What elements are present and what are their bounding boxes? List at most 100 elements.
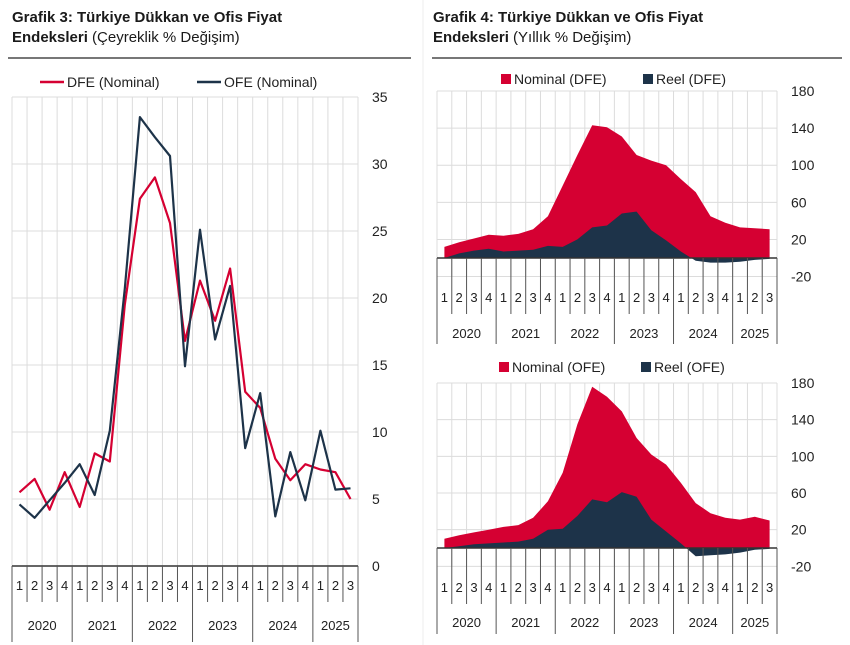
chart4-dfe-quarter-label: 4 xyxy=(722,290,729,305)
chart4-ofe-quarter-label: 4 xyxy=(485,580,492,595)
chart4-dfe-quarter-label: 3 xyxy=(648,290,655,305)
chart4-ofe-legend-swatch xyxy=(641,362,651,372)
chart3-subtitle: (Çeyreklik % Değişim) xyxy=(92,29,240,46)
chart4-ofe-quarter-label: 3 xyxy=(766,580,773,595)
chart4-ofe-quarter-label: 1 xyxy=(618,580,625,595)
chart4-ofe-quarter-label: 1 xyxy=(736,580,743,595)
chart3-quarter-label: 2 xyxy=(151,578,158,593)
chart4-dfe-quarter-label: 1 xyxy=(500,290,507,305)
chart3-quarter-label: 1 xyxy=(317,578,324,593)
chart3-quarter-label: 1 xyxy=(136,578,143,593)
chart4-dfe-ytick-label: 60 xyxy=(791,194,807,210)
chart4-ofe-area-reel xyxy=(444,492,770,557)
chart3-ytick-label: 10 xyxy=(372,424,388,440)
chart4-dfe-quarter-label: 3 xyxy=(470,290,477,305)
chart4-ofe-quarter-label: 2 xyxy=(692,580,699,595)
chart4-dfe-year-label: 2021 xyxy=(511,326,540,341)
chart3-quarter-label: 1 xyxy=(196,578,203,593)
chart3-ytick-label: 35 xyxy=(372,89,388,105)
chart3-quarter-label: 4 xyxy=(302,578,309,593)
chart4-dfe-ytick-label: 20 xyxy=(791,231,807,247)
chart4-dfe-legend-label: Nominal (DFE) xyxy=(514,71,607,87)
chart4-dfe-quarter-label: 4 xyxy=(663,290,670,305)
chart4-ofe-quarter-label: 3 xyxy=(470,580,477,595)
chart3-ytick-label: 30 xyxy=(372,156,388,172)
chart4-dfe-legend-swatch xyxy=(501,74,511,84)
chart3-quarter-label: 2 xyxy=(272,578,279,593)
chart4-dfe-quarter-label: 1 xyxy=(677,290,684,305)
chart3-title: Grafik 3: Türkiye Dükkan ve Ofis Fiyat E… xyxy=(12,8,282,48)
chart3-quarter-label: 2 xyxy=(91,578,98,593)
chart4-dfe-ytick-label: 180 xyxy=(791,83,815,99)
chart4-ofe-quarter-label: 3 xyxy=(589,580,596,595)
chart4-ofe-ytick-label: -20 xyxy=(791,558,811,574)
chart4-dfe-quarter-label: 2 xyxy=(751,290,758,305)
chart4-dfe-quarter-label: 4 xyxy=(485,290,492,305)
chart4-title-line1: Grafik 4: Türkiye Dükkan ve Ofis Fiyat xyxy=(433,9,704,26)
chart3-quarter-label: 2 xyxy=(31,578,38,593)
chart3-quarter-label: 3 xyxy=(106,578,113,593)
chart3-quarter-label: 2 xyxy=(332,578,339,593)
chart4-ofe-year-label: 2020 xyxy=(452,615,481,630)
chart4-ofe-ytick-label: 100 xyxy=(791,448,815,464)
chart4-ofe-quarter-label: 3 xyxy=(707,580,714,595)
chart4-dfe-year-label: 2020 xyxy=(452,326,481,341)
chart4-subtitle: (Yıllık % Değişim) xyxy=(513,29,632,46)
chart4-ofe-legend-label: Reel (OFE) xyxy=(654,359,725,375)
chart4-dfe-year-label: 2024 xyxy=(689,326,718,341)
chart4-dfe-quarter-label: 1 xyxy=(618,290,625,305)
chart4-dfe-legend-swatch xyxy=(643,74,653,84)
chart3-title-rule xyxy=(8,57,411,59)
chart4-dfe-year-label: 2023 xyxy=(629,326,658,341)
chart3-year-label: 2020 xyxy=(28,618,57,633)
chart4-dfe-area-nominal xyxy=(444,125,770,258)
chart4-dfe-legend-label: Reel (DFE) xyxy=(656,71,726,87)
chart3-title-bold: Endeksleri xyxy=(12,29,88,46)
chart3-ytick-label: 20 xyxy=(372,290,388,306)
chart3-quarter-label: 1 xyxy=(257,578,264,593)
chart3-quarter-label: 1 xyxy=(16,578,23,593)
chart3-title-line1: Grafik 3: Türkiye Dükkan ve Ofis Fiyat xyxy=(12,9,283,26)
chart4-ofe-quarter-label: 3 xyxy=(648,580,655,595)
chart4-ofe-quarter-label: 4 xyxy=(544,580,551,595)
chart4-ofe-ytick-label: 60 xyxy=(791,485,807,501)
chart4-ofe-area-nominal xyxy=(444,386,770,548)
chart3-ytick-label: 5 xyxy=(372,491,380,507)
chart4-dfe-quarter-label: 3 xyxy=(766,290,773,305)
chart4-ofe-quarter-label: 4 xyxy=(663,580,670,595)
chart4-dfe-year-label: 2022 xyxy=(570,326,599,341)
chart4-dfe-ytick-label: -20 xyxy=(791,269,811,285)
chart4-ofe-legend-swatch xyxy=(499,362,509,372)
chart4-ofe-quarter-label: 1 xyxy=(677,580,684,595)
chart3-quarter-label: 2 xyxy=(211,578,218,593)
chart3-year-label: 2021 xyxy=(88,618,117,633)
chart4-dfe-area-reel xyxy=(444,211,770,263)
chart3-series-ofe-line xyxy=(18,115,351,519)
chart4-ofe-year-label: 2022 xyxy=(570,615,599,630)
chart4-ofe-ytick-label: 180 xyxy=(791,375,815,391)
chart4-dfe-quarter-label: 2 xyxy=(456,290,463,305)
chart4-ofe-year-label: 2023 xyxy=(629,615,658,630)
chart4-dfe-quarter-label: 3 xyxy=(529,290,536,305)
chart4-dfe-quarter-label: 1 xyxy=(441,290,448,305)
chart4-ofe-quarter-label: 1 xyxy=(500,580,507,595)
chart3-quarter-label: 4 xyxy=(121,578,128,593)
chart4-ofe-legend-label: Nominal (OFE) xyxy=(512,359,605,375)
chart3-quarter-label: 3 xyxy=(166,578,173,593)
chart3-quarter-label: 4 xyxy=(181,578,188,593)
chart4-ofe-quarter-label: 2 xyxy=(456,580,463,595)
chart4-dfe-quarter-label: 2 xyxy=(574,290,581,305)
chart4-dfe-quarter-label: 2 xyxy=(515,290,522,305)
chart4-ofe-quarter-label: 2 xyxy=(515,580,522,595)
chart4-ofe-quarter-label: 2 xyxy=(751,580,758,595)
chart4-ofe-year-label: 2021 xyxy=(511,615,540,630)
chart4-dfe-quarter-label: 3 xyxy=(589,290,596,305)
chart4-title-bold: Endeksleri xyxy=(433,29,509,46)
chart3-quarter-label: 1 xyxy=(76,578,83,593)
chart3-legend-label: DFE (Nominal) xyxy=(67,74,160,90)
chart4-ofe-quarter-label: 1 xyxy=(559,580,566,595)
chart4-ofe-quarter-label: 2 xyxy=(574,580,581,595)
chart3-quarter-label: 3 xyxy=(287,578,294,593)
chart4-dfe-quarter-label: 1 xyxy=(559,290,566,305)
